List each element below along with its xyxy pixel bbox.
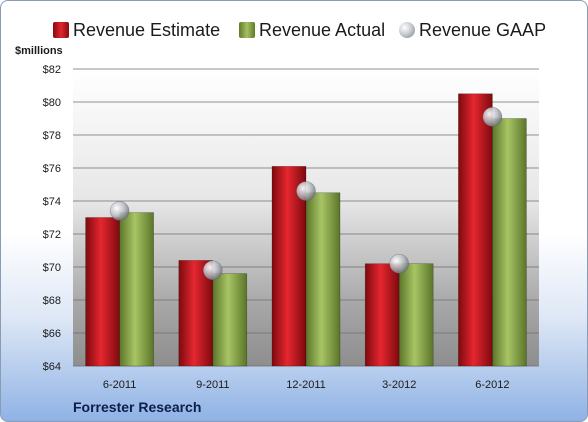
marker-revenue-gaap xyxy=(482,107,503,127)
legend-item-revenue-actual: Revenue Actual xyxy=(239,15,385,45)
legend-item-revenue-gaap: Revenue GAAP xyxy=(399,15,546,45)
bar-revenue-estimate xyxy=(85,217,120,367)
bar-revenue-actual xyxy=(492,118,527,367)
x-tick-label: 12-2011 xyxy=(286,379,326,391)
x-tick-label: 6-2012 xyxy=(475,379,509,391)
y-tick-label: $82 xyxy=(43,64,61,76)
bar-revenue-estimate xyxy=(364,263,400,367)
marker-revenue-gaap xyxy=(203,260,223,281)
y-tick-label: $76 xyxy=(43,163,61,175)
legend-swatch-revenue-actual xyxy=(239,22,255,38)
y-tick-label: $74 xyxy=(43,196,61,208)
bar-revenue-actual xyxy=(305,192,341,367)
y-tick-label: $80 xyxy=(43,97,61,109)
footer-company-name: Forrester Research xyxy=(73,399,202,415)
legend-label-revenue-gaap: Revenue GAAP xyxy=(419,19,547,40)
x-tick-label: 3-2012 xyxy=(382,379,416,391)
legend-swatch-revenue-estimate xyxy=(53,22,69,38)
y-tick-label: $70 xyxy=(43,262,61,274)
marker-revenue-gaap xyxy=(389,253,410,274)
y-axis-label: $millions xyxy=(15,45,63,57)
bar-revenue-actual xyxy=(398,263,434,367)
y-tick-label: $64 xyxy=(43,361,61,373)
y-tick-label: $66 xyxy=(43,328,61,340)
legend-label-revenue-estimate: Revenue Estimate xyxy=(73,19,221,40)
y-tick-label: $72 xyxy=(43,229,61,241)
x-tick-label: 6-2011 xyxy=(103,379,136,391)
bar-revenue-actual xyxy=(119,212,154,367)
x-tick-label: 9-2011 xyxy=(196,379,229,391)
legend-label-revenue-actual: Revenue Actual xyxy=(259,19,386,40)
marker-revenue-gaap xyxy=(109,201,130,221)
legend-swatch-revenue-gaap xyxy=(399,22,415,38)
legend: Revenue Estimate Revenue Actual Revenue … xyxy=(1,15,587,45)
bar-revenue-actual xyxy=(212,273,248,367)
bar-revenue-estimate xyxy=(271,166,307,367)
bar-revenue-estimate xyxy=(178,260,214,367)
y-tick-label: $68 xyxy=(43,295,61,307)
marker-revenue-gaap xyxy=(296,181,316,201)
legend-item-revenue-estimate: Revenue Estimate xyxy=(53,15,220,45)
y-tick-label: $78 xyxy=(43,130,61,142)
bar-revenue-estimate xyxy=(458,93,493,367)
